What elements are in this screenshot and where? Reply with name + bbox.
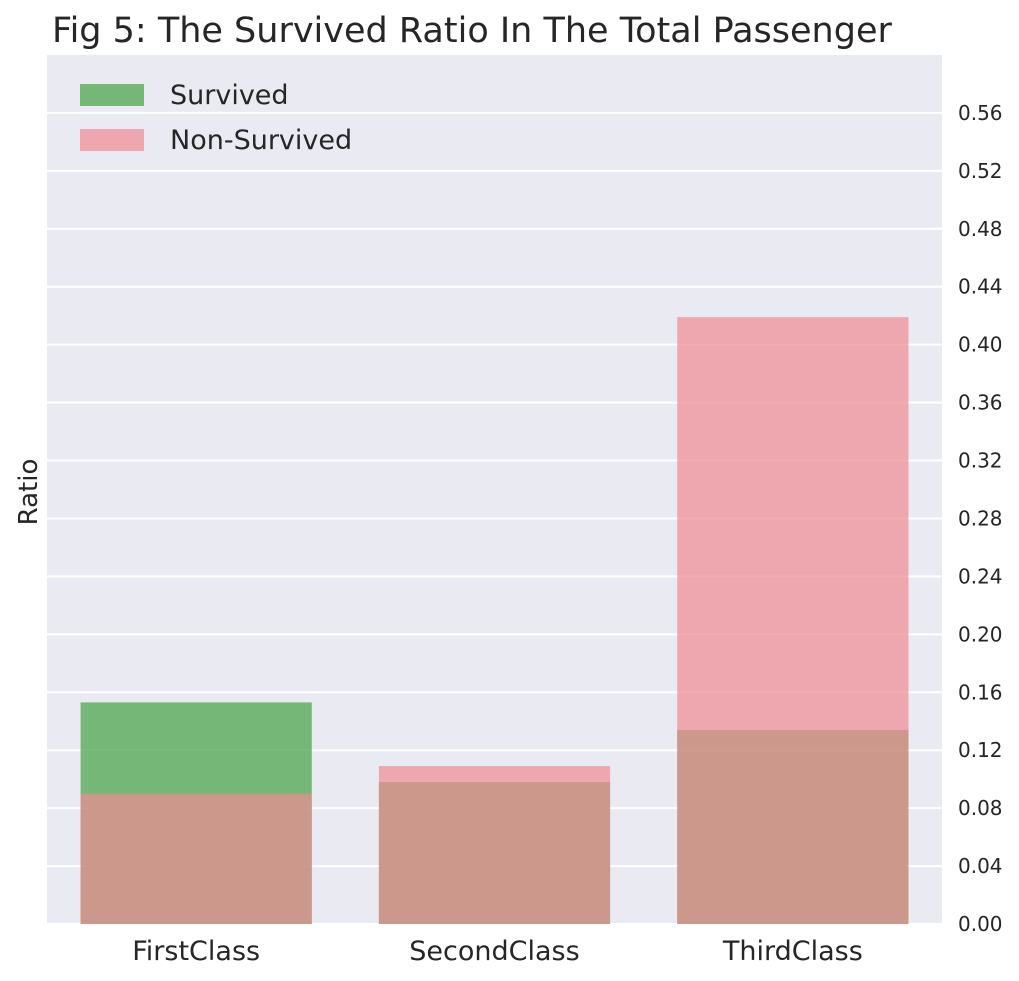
y-tick-label: 0.28 <box>958 506 1003 530</box>
legend-swatch-survived <box>80 84 144 106</box>
y-tick-label: 0.20 <box>958 622 1003 646</box>
bar-non-survived-firstclass <box>80 793 312 924</box>
y-tick-label: 0.48 <box>958 217 1003 241</box>
bar-non-survived-thirdclass <box>677 317 909 925</box>
y-tick-label: 0.04 <box>958 854 1003 878</box>
y-tick-label: 0.44 <box>958 275 1003 299</box>
legend-label: Non-Survived <box>170 125 352 156</box>
y-tick-label: 0.24 <box>958 564 1003 588</box>
x-tick-label: SecondClass <box>409 936 579 967</box>
legend-label: Survived <box>170 80 289 111</box>
legend-swatch-non-survived <box>80 129 144 151</box>
x-tick-label: ThirdClass <box>722 936 863 967</box>
y-tick-label: 0.12 <box>958 738 1003 762</box>
y-tick-label: 0.40 <box>958 333 1003 357</box>
y-tick-label: 0.00 <box>958 912 1003 936</box>
y-tick-label: 0.36 <box>958 391 1003 415</box>
bars <box>80 317 909 925</box>
legend: Survived Non-Survived <box>80 80 352 156</box>
y-axis-label: Ratio <box>14 459 44 526</box>
y-axis: 0.00 0.04 0.08 0.12 0.16 0.20 0.24 0.28 0.32 0.36… <box>958 101 1003 936</box>
chart-title: Fig 5: The Survived Ratio In The Total P… <box>52 11 892 51</box>
y-tick-label: 0.08 <box>958 796 1003 820</box>
y-tick-label: 0.52 <box>958 159 1003 183</box>
y-tick-label: 0.16 <box>958 680 1003 704</box>
y-tick-label: 0.56 <box>958 101 1003 125</box>
bar-non-survived-secondclass <box>378 766 611 924</box>
x-axis: FirstClass SecondClass ThirdClass <box>132 936 863 967</box>
y-tick-label: 0.32 <box>958 449 1003 473</box>
x-tick-label: FirstClass <box>132 936 260 967</box>
